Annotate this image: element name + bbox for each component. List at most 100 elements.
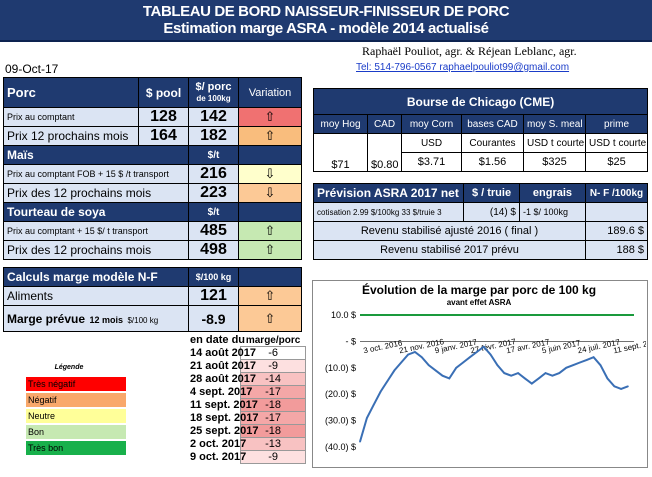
history-row: 14 août 2017 -6 xyxy=(188,346,306,360)
soya-title: Tourteau de soya xyxy=(3,202,189,222)
contact-link[interactable]: Tel: 514-796-0567 raphaelpouliot99@gmail… xyxy=(356,62,570,73)
asra-cotisation-engrais: -1 $/ 100kg xyxy=(519,202,586,222)
porc-12mois-label: Prix 12 prochains mois xyxy=(3,126,139,146)
history-row: 9 oct. 2017 -9 xyxy=(188,450,306,464)
history-date: 2 oct. 2017 xyxy=(190,438,247,450)
legend-tres-negatif: Très négatif xyxy=(26,377,126,391)
series-point xyxy=(572,364,574,366)
up-arrow-icon: ⇧ xyxy=(238,286,302,306)
history-value: -14 xyxy=(240,372,306,386)
series-point xyxy=(366,417,368,419)
asra-revenu2016-value: 189.6 $ xyxy=(585,221,648,241)
history-row: 2 oct. 2017 -13 xyxy=(188,437,306,451)
legend-tres-bon: Très bon xyxy=(26,441,126,455)
cme-corn-unit: USD xyxy=(401,133,462,153)
series-point xyxy=(565,367,567,369)
mais-12mois-value: 223 xyxy=(188,183,239,203)
cme-col-meal: moy S. meal xyxy=(523,114,586,134)
series-point xyxy=(421,356,423,358)
history-row: 21 août 2017 -9 xyxy=(188,359,306,373)
cme-prime-unit: USD t courte xyxy=(584,133,649,153)
porc-title: Porc xyxy=(3,77,139,108)
series-point xyxy=(544,372,547,374)
porc-12mois-pool: 164 xyxy=(138,126,189,146)
report-date: 09-Oct-17 xyxy=(5,62,59,76)
cme-bases-value: $1.56 xyxy=(461,152,524,172)
cme-corn-value: $3.71 xyxy=(401,152,462,172)
history-value: -9 xyxy=(240,359,306,373)
cme-title: Bourse de Chicago (CME) xyxy=(312,88,649,115)
porc-12mois-value: 182 xyxy=(188,126,239,146)
asra-table: Prévision ASRA 2017 net $ / truie engrai… xyxy=(313,183,648,260)
asra-cotisation-label: cotisation 2.99 $/100kg 33 $/truie 3 xyxy=(313,202,464,222)
soya-12mois-value: 498 xyxy=(188,240,239,260)
legend-negatif: Négatif xyxy=(26,393,126,407)
series-point xyxy=(551,374,554,377)
cme-prime-value: $25 xyxy=(584,152,649,172)
series-point xyxy=(558,372,561,374)
y-tick-label: (30.0) $ xyxy=(325,416,356,426)
asra-col-nf: N- F /100kg xyxy=(585,183,648,203)
series-point xyxy=(386,380,389,382)
series-point xyxy=(462,361,464,364)
series-point xyxy=(434,369,437,372)
mais-comptant-label: Prix au comptant FOB + 15 $ /t transport xyxy=(3,164,189,184)
history-table: en date du marge/porc 14 août 2017 -6 21 … xyxy=(188,334,306,464)
col-pool: $ pool xyxy=(138,77,189,108)
chart-box xyxy=(312,280,648,468)
series-point xyxy=(524,377,526,380)
history-date: 14 août 2017 xyxy=(190,347,257,359)
aliments-value: 121 xyxy=(188,286,239,306)
series-point xyxy=(372,404,375,406)
cme-table: Bourse de Chicago (CME) moy Hog CAD moy … xyxy=(312,88,649,172)
authors: Raphaël Pouliot, agr. & Réjean Leblanc, … xyxy=(362,44,577,58)
prices-table: Porc $ pool $/ porc de 100kg Variation P… xyxy=(3,77,302,260)
cme-col-prime: prime xyxy=(584,114,649,134)
up-arrow-icon: ⇧ xyxy=(238,221,302,241)
series-point xyxy=(503,372,506,374)
cme-col-cad: CAD xyxy=(367,114,402,134)
cme-cad-value: $0.80 xyxy=(367,133,402,172)
cme-col-hog: moy Hog xyxy=(313,114,368,134)
mais-unit: $/t xyxy=(188,145,239,165)
col-porc-sub: de 100kg xyxy=(196,93,231,103)
history-row: 11 sept. 2017 -18 xyxy=(188,398,306,412)
asra-cotisation-truie: (14) $ xyxy=(463,202,520,222)
soya-comptant-value: 485 xyxy=(188,221,239,241)
series-point xyxy=(620,388,622,390)
series-point xyxy=(359,440,361,443)
porc-comptant-label: Prix au comptant xyxy=(3,107,139,127)
down-arrow-icon: ⇩ xyxy=(238,183,302,203)
down-arrow-icon: ⇩ xyxy=(238,164,302,184)
series-point xyxy=(606,377,609,380)
asra-col-truie: $ / truie xyxy=(463,183,520,203)
cme-meal-value: $325 xyxy=(523,152,586,172)
asra-revenu2017-label: Revenu stabilisé 2017 prévu xyxy=(313,240,586,260)
calculs-unit: $/100 kg xyxy=(188,267,239,287)
y-tick-label: - $ xyxy=(345,336,356,346)
dashboard-subtitle: Estimation marge ASRA - modèle 2014 actu… xyxy=(163,20,489,37)
history-date: 9 oct. 2017 xyxy=(190,451,247,463)
series-point xyxy=(400,361,402,364)
series-point xyxy=(531,382,533,385)
up-arrow-icon: ⇧ xyxy=(238,240,302,260)
cme-col-bases: bases CAD xyxy=(461,114,524,134)
history-col-date: en date du xyxy=(190,334,246,347)
history-row: 25 sept. 2017 -18 xyxy=(188,424,306,438)
up-arrow-icon: ⇧ xyxy=(238,107,302,127)
soya-comptant-label: Prix au comptant + 15 $/ t transport xyxy=(3,221,189,241)
history-value: -17 xyxy=(240,411,306,425)
title-bar xyxy=(0,0,652,42)
series-point xyxy=(469,356,471,358)
series-line xyxy=(359,345,629,442)
history-row: 4 sept. 2017 -17 xyxy=(188,385,306,399)
asra-revenu2016-label: Revenu stabilisé ajusté 2016 ( final ) xyxy=(313,221,586,241)
series-point xyxy=(482,345,485,348)
calculs-title: Calculs marge modèle N-F xyxy=(3,267,189,287)
cme-meal-unit: USD t courte xyxy=(523,133,586,153)
history-value: -13 xyxy=(240,437,306,451)
porc-comptant-value: 142 xyxy=(188,107,239,127)
y-tick-label: (10.0) $ xyxy=(325,363,356,373)
soya-12mois-label: Prix des 12 prochains mois xyxy=(3,240,189,260)
mais-12mois-label: Prix des 12 prochains mois xyxy=(3,183,189,203)
